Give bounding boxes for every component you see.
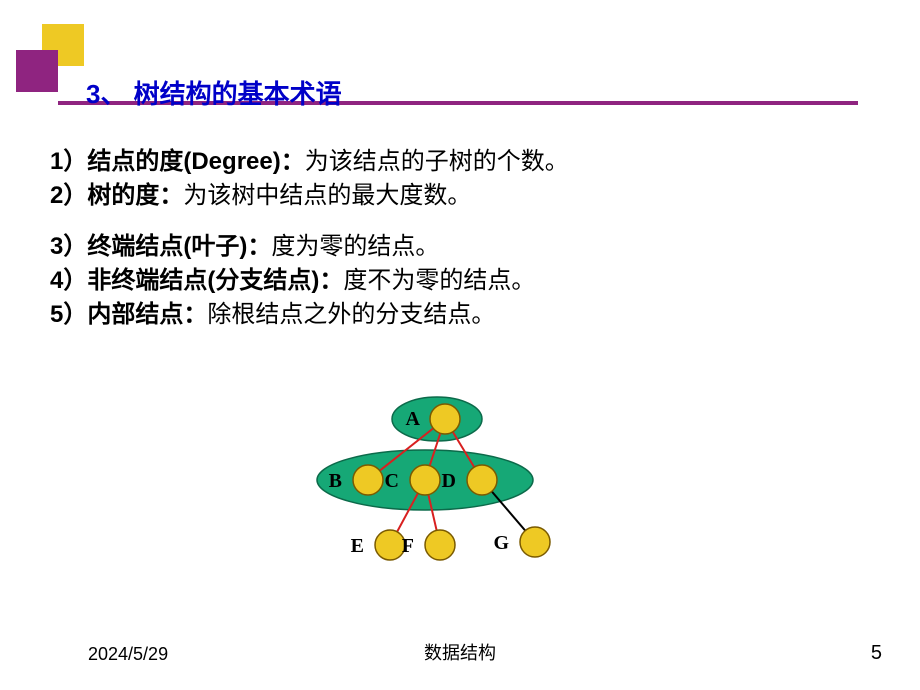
tree-node-label: C — [385, 470, 399, 492]
tree-node — [520, 527, 550, 557]
deco-purple-square — [16, 50, 58, 92]
tree-diagram: A B C D E F G — [280, 385, 620, 605]
def-desc: 度为零的结点。 — [271, 234, 439, 260]
def-desc: 除根结点之外的分支结点。 — [207, 302, 495, 328]
def-term: 结点的度(Degree)： — [87, 148, 304, 175]
def-num: 5） — [50, 301, 87, 328]
def-desc: 为该树中结点的最大度数。 — [183, 183, 471, 209]
def-term: 非终端结点(分支结点)： — [87, 267, 343, 294]
tree-node — [410, 465, 440, 495]
tree-node-label: G — [493, 532, 509, 554]
definitions-group-2: 3）终端结点(叶子)：度为零的结点。 4）非终端结点(分支结点)：度不为零的结点… — [50, 230, 535, 332]
tree-node-label: A — [406, 408, 421, 430]
tree-node-label: E — [351, 535, 364, 557]
tree-node — [375, 530, 405, 560]
tree-node-label: B — [329, 470, 342, 492]
def-item: 4）非终端结点(分支结点)：度不为零的结点。 — [50, 264, 535, 298]
tree-node — [425, 530, 455, 560]
slide-title: 3、 树结构的基本术语 — [86, 74, 342, 111]
tree-node — [353, 465, 383, 495]
def-num: 4） — [50, 267, 87, 294]
def-num: 2） — [50, 182, 87, 209]
tree-node — [430, 404, 460, 434]
def-term: 内部结点： — [87, 301, 207, 328]
tree-node-label: F — [402, 535, 414, 557]
def-num: 3） — [50, 233, 87, 260]
def-num: 1） — [50, 148, 87, 175]
def-term: 终端结点(叶子)： — [87, 233, 271, 260]
def-item: 3）终端结点(叶子)：度为零的结点。 — [50, 230, 535, 264]
tree-node-label: D — [442, 470, 456, 492]
def-item: 1）结点的度(Degree)：为该结点的子树的个数。 — [50, 145, 569, 179]
def-term: 树的度： — [87, 182, 183, 209]
def-desc: 为该结点的子树的个数。 — [305, 149, 569, 175]
def-desc: 度不为零的结点。 — [343, 268, 535, 294]
footer-center: 数据结构 — [0, 639, 920, 665]
footer-page-number: 5 — [871, 642, 882, 665]
def-item: 2）树的度：为该树中结点的最大度数。 — [50, 179, 569, 213]
def-item: 5）内部结点：除根结点之外的分支结点。 — [50, 298, 535, 332]
slide: 3、 树结构的基本术语 1）结点的度(Degree)：为该结点的子树的个数。 2… — [0, 0, 920, 690]
tree-node — [467, 465, 497, 495]
definitions-group-1: 1）结点的度(Degree)：为该结点的子树的个数。 2）树的度：为该树中结点的… — [50, 145, 569, 213]
